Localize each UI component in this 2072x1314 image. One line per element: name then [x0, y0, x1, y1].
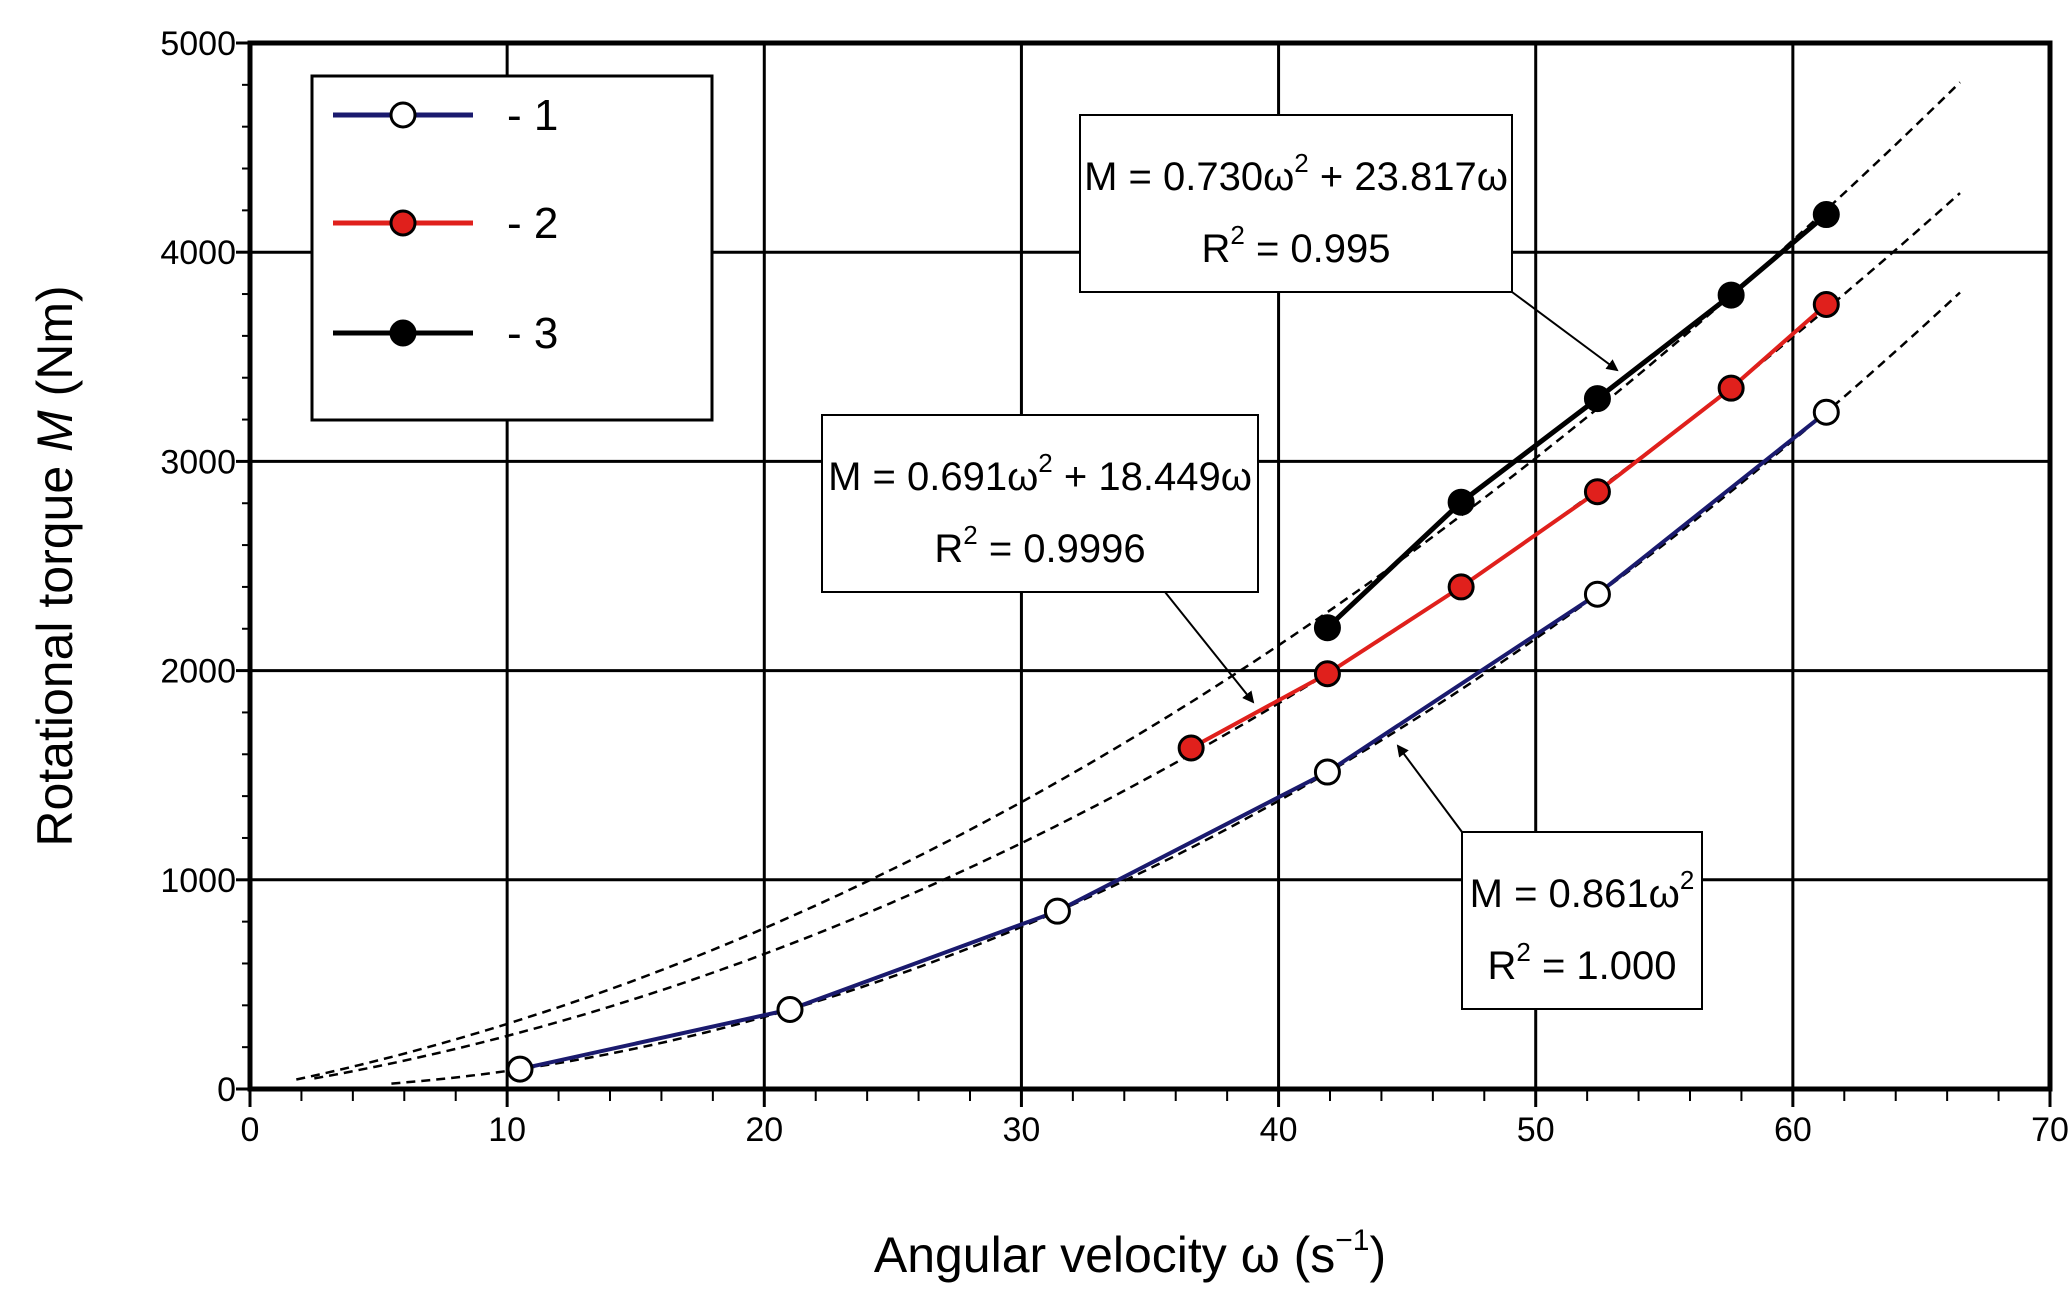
x-axis-title: Angular velocity ω (s−1): [874, 1224, 1386, 1283]
x-tick-label-10: 10: [488, 1111, 526, 1149]
legend-label-1: - 1: [507, 91, 558, 140]
data-point-s3-4: [1719, 283, 1743, 307]
data-point-s1-5: [1585, 582, 1609, 606]
annotation-equation-1: M = 0.861ω2: [1470, 865, 1695, 916]
x-tick-label-30: 30: [1003, 1111, 1041, 1149]
x-tick-label-0: 0: [241, 1111, 260, 1149]
annotation-series-3: M = 0.730ω2 + 23.817ω R2 = 0.995: [1080, 115, 1512, 292]
legend-marker-2: [391, 211, 415, 235]
data-point-s2-3: [1449, 575, 1473, 599]
x-tick-label-60: 60: [1774, 1111, 1812, 1149]
legend-marker-3: [391, 321, 415, 345]
legend-marker-1: [391, 103, 415, 127]
data-point-s3-5: [1814, 203, 1838, 227]
data-point-s2-2: [1315, 662, 1339, 686]
data-point-s3-2: [1449, 490, 1473, 514]
torque-chart: 0 10 20 30 40 50 60 70 0 1000 2000 3000 4000 5000 Ang…: [0, 0, 2072, 1314]
data-point-s3-1: [1315, 616, 1339, 640]
data-point-s2-4: [1585, 480, 1609, 504]
data-point-s2-6: [1814, 293, 1838, 317]
data-point-s1-1: [508, 1057, 532, 1081]
data-point-s3-3: [1585, 387, 1609, 411]
y-axis-title: Rotational torque M (Nm): [27, 285, 83, 846]
data-point-s1-3: [1045, 899, 1069, 923]
x-tick-label-50: 50: [1517, 1111, 1555, 1149]
data-point-s2-5: [1719, 376, 1743, 400]
legend: - 1 - 2 - 3: [312, 76, 712, 420]
annotation-series-1: M = 0.861ω2 R2 = 1.000: [1462, 832, 1702, 1009]
annotation-r2-3: R2 = 0.995: [1201, 220, 1390, 271]
y-tick-label-2000: 2000: [160, 653, 236, 691]
legend-label-3: - 3: [507, 309, 558, 358]
x-tick-label-20: 20: [745, 1111, 783, 1149]
y-tick-label-5000: 5000: [160, 25, 236, 63]
y-tick-label-4000: 4000: [160, 234, 236, 272]
data-point-s1-6: [1814, 400, 1838, 424]
y-tick-label-0: 0: [217, 1071, 236, 1109]
y-tick-label-3000: 3000: [160, 443, 236, 481]
data-point-s1-4: [1315, 760, 1339, 784]
legend-label-2: - 2: [507, 199, 558, 248]
x-tick-label-70: 70: [2031, 1111, 2069, 1149]
x-tick-label-40: 40: [1260, 1111, 1298, 1149]
annotation-r2-1: R2 = 1.000: [1487, 937, 1676, 988]
data-point-s1-2: [778, 998, 802, 1022]
annotation-series-2: M = 0.691ω2 + 18.449ω R2 = 0.9996: [822, 415, 1258, 592]
y-tick-label-1000: 1000: [160, 862, 236, 900]
data-point-s2-1: [1179, 736, 1203, 760]
